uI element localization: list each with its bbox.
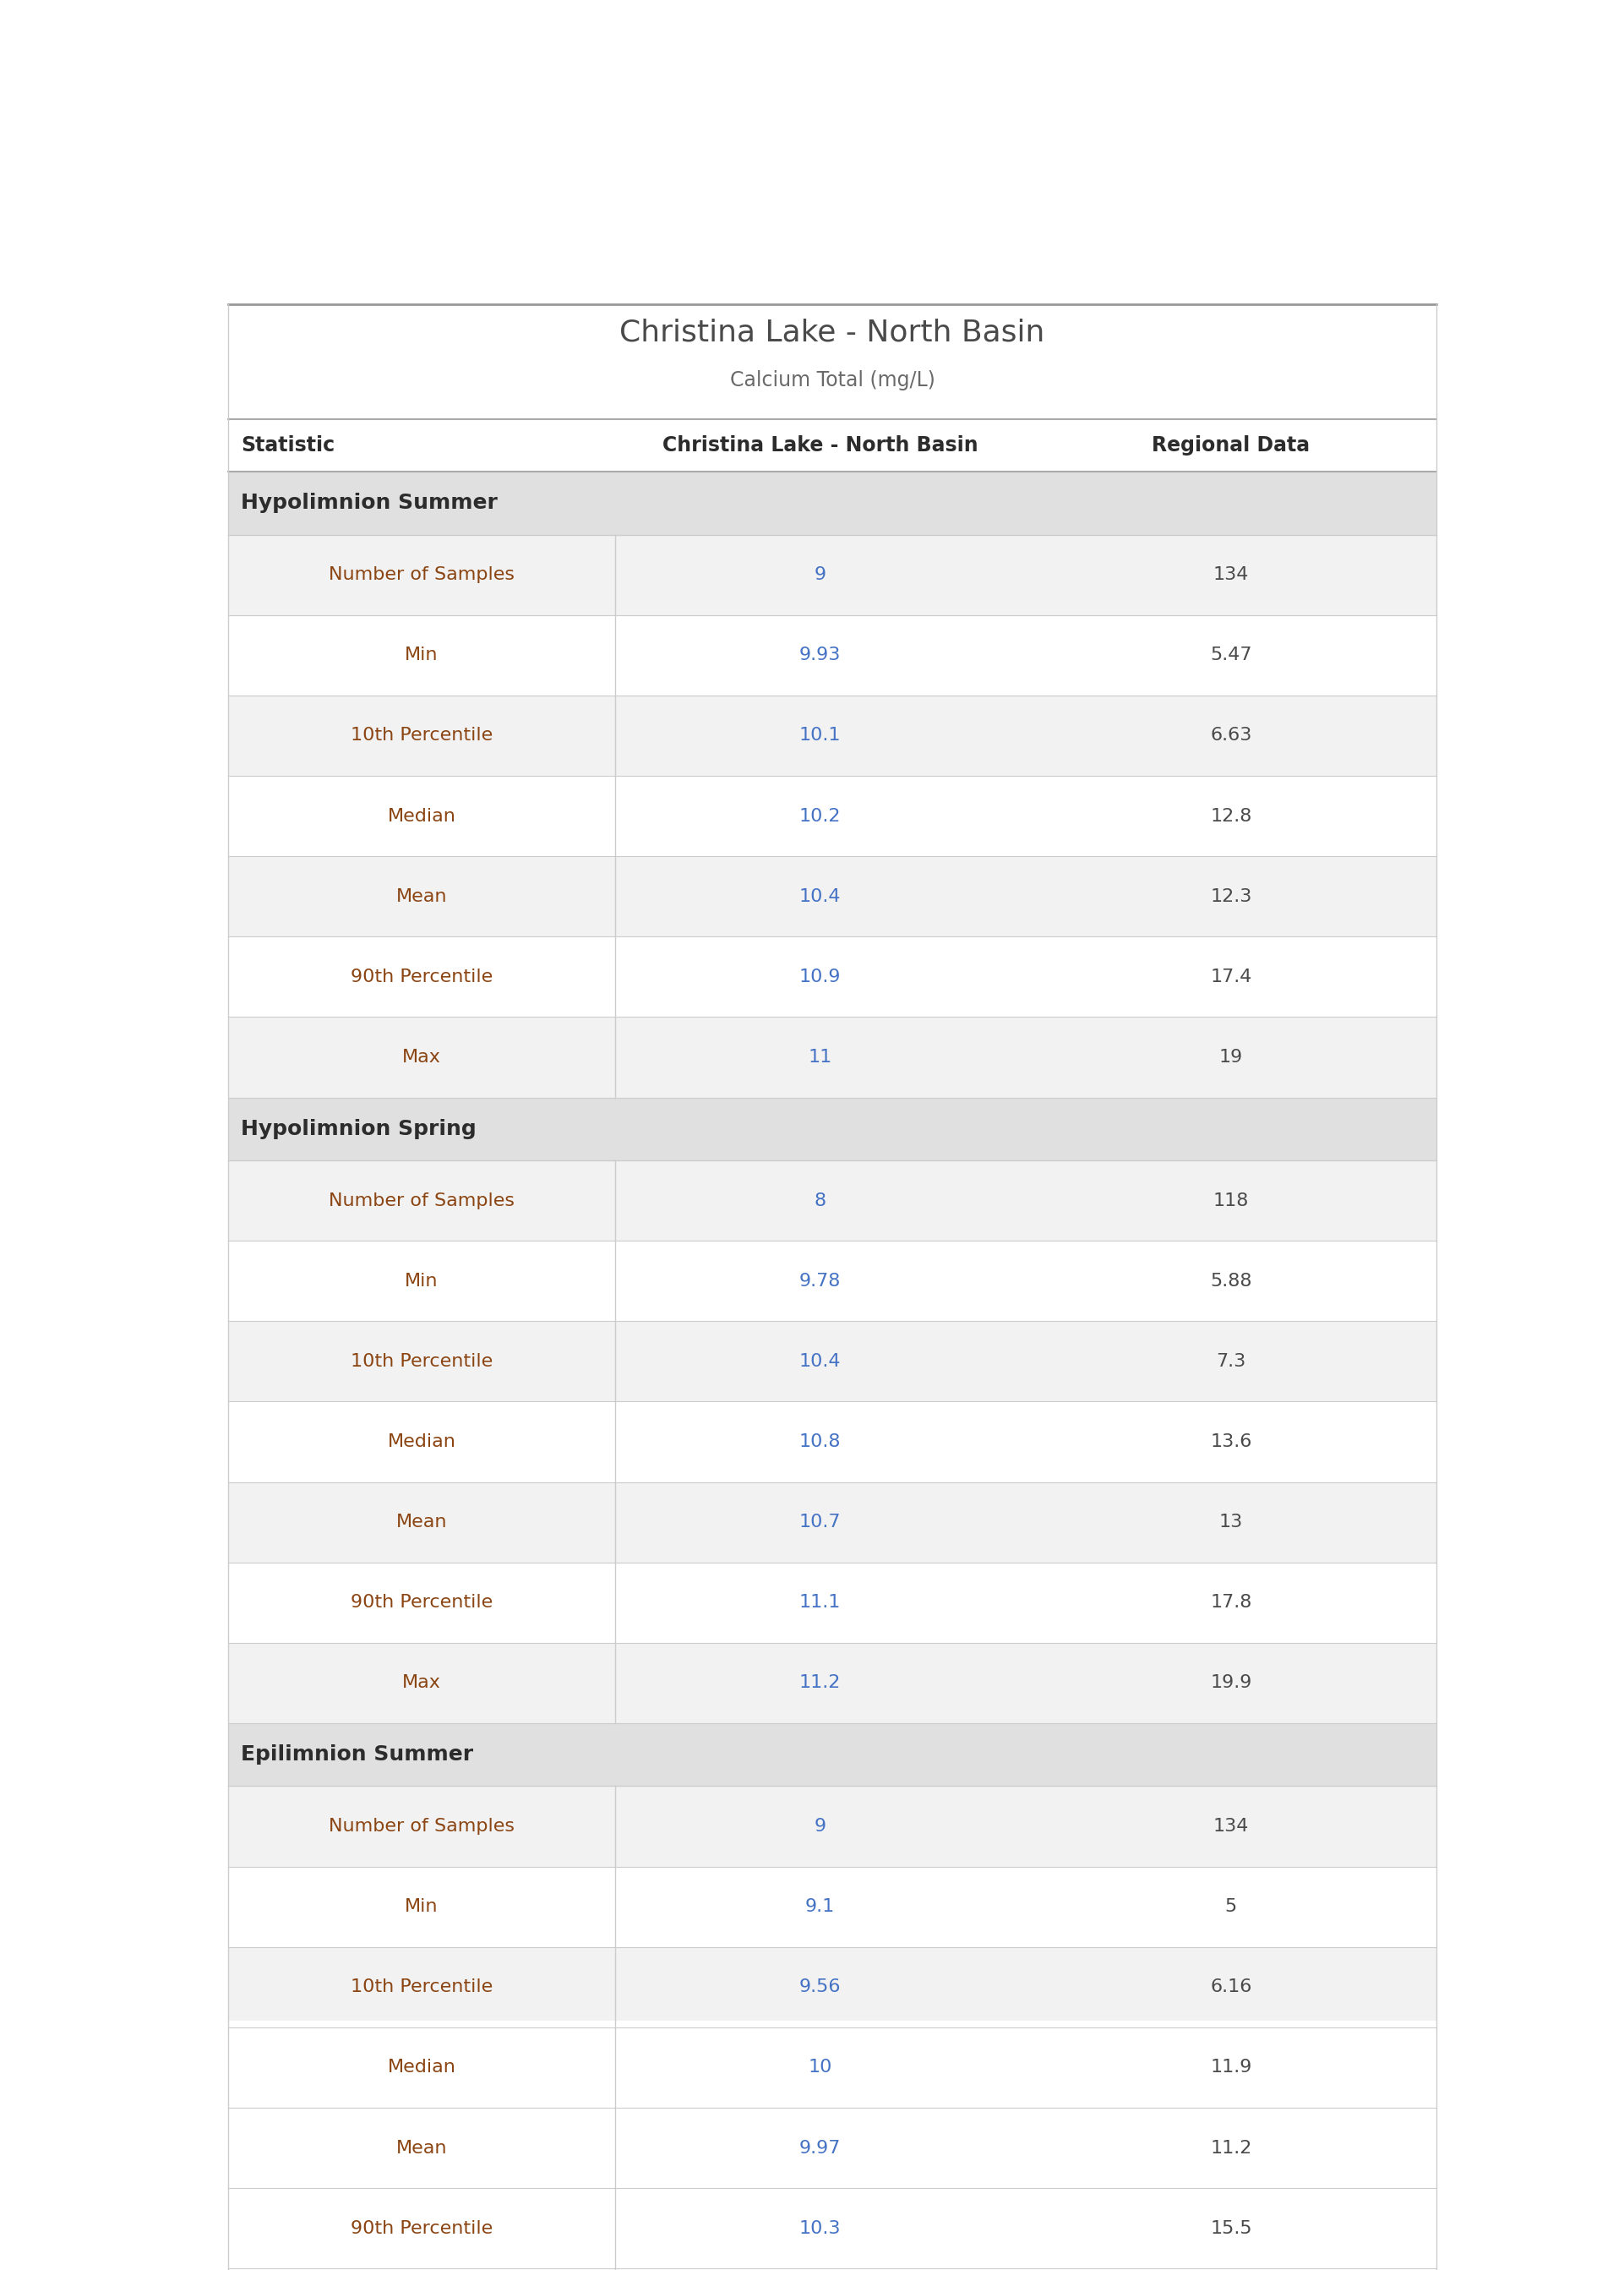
Text: 12.3: 12.3 — [1210, 888, 1252, 906]
Bar — [227, 2188, 1436, 2268]
Text: Number of Samples: Number of Samples — [328, 565, 515, 583]
Bar — [227, 2109, 1436, 2188]
Text: Min: Min — [404, 647, 438, 663]
Text: 9.97: 9.97 — [799, 2138, 841, 2156]
Text: Hypolimnion Summer: Hypolimnion Summer — [240, 493, 497, 513]
Bar — [227, 856, 1436, 938]
Text: Max: Max — [403, 1049, 440, 1065]
Text: 10.4: 10.4 — [799, 1353, 841, 1369]
Text: 11.2: 11.2 — [1210, 2138, 1252, 2156]
Text: Median: Median — [388, 1432, 456, 1451]
Text: 90th Percentile: 90th Percentile — [351, 1594, 492, 1612]
Bar — [227, 1160, 1436, 1242]
Text: 118: 118 — [1213, 1192, 1249, 1210]
Text: 10.7: 10.7 — [799, 1514, 841, 1530]
Text: 9: 9 — [814, 565, 827, 583]
Bar — [227, 776, 1436, 856]
Text: 11.9: 11.9 — [1210, 2059, 1252, 2077]
Text: Min: Min — [404, 1273, 438, 1289]
Text: 11: 11 — [809, 1049, 831, 1065]
Text: Christina Lake - North Basin: Christina Lake - North Basin — [663, 436, 978, 456]
Bar — [227, 695, 1436, 776]
Text: 13.6: 13.6 — [1210, 1432, 1252, 1451]
Text: Min: Min — [404, 1898, 438, 1916]
Text: 10th Percentile: 10th Percentile — [351, 1353, 492, 1369]
Bar — [227, 938, 1436, 1017]
Text: 10th Percentile: 10th Percentile — [351, 726, 492, 745]
Text: Max: Max — [403, 1675, 440, 1691]
Text: 9.78: 9.78 — [799, 1273, 841, 1289]
Bar — [227, 1562, 1436, 1643]
Text: 5.47: 5.47 — [1210, 647, 1252, 663]
Text: Hypolimnion Spring: Hypolimnion Spring — [240, 1119, 476, 1140]
Text: Christina Lake - North Basin: Christina Lake - North Basin — [620, 318, 1044, 347]
Text: 6.16: 6.16 — [1210, 1979, 1252, 1995]
Bar — [227, 1948, 1436, 2027]
Text: 8: 8 — [814, 1192, 827, 1210]
Text: 134: 134 — [1213, 565, 1249, 583]
Text: 19: 19 — [1220, 1049, 1242, 1065]
Text: 5: 5 — [1224, 1898, 1237, 1916]
Text: 10.4: 10.4 — [799, 888, 841, 906]
Text: Number of Samples: Number of Samples — [328, 1192, 515, 1210]
Text: 11.2: 11.2 — [799, 1675, 841, 1691]
Text: 12.8: 12.8 — [1210, 808, 1252, 824]
Text: 10.9: 10.9 — [799, 969, 841, 985]
Text: Median: Median — [388, 2059, 456, 2077]
Bar — [227, 1723, 1436, 1786]
Text: 10.2: 10.2 — [799, 808, 841, 824]
Bar — [227, 472, 1436, 536]
Bar — [227, 1786, 1436, 1866]
Text: 5.88: 5.88 — [1210, 1273, 1252, 1289]
Text: 6.63: 6.63 — [1210, 726, 1252, 745]
Text: 19.9: 19.9 — [1210, 1675, 1252, 1691]
Bar — [227, 1482, 1436, 1562]
Bar — [227, 536, 1436, 615]
Text: Statistic: Statistic — [240, 436, 335, 456]
Text: 9: 9 — [814, 1818, 827, 1834]
Text: Mean: Mean — [396, 888, 447, 906]
Bar — [227, 1242, 1436, 1321]
Text: Median: Median — [388, 808, 456, 824]
Bar — [227, 1643, 1436, 1723]
Bar — [227, 1017, 1436, 1096]
Text: 13: 13 — [1220, 1514, 1242, 1530]
Bar — [227, 1321, 1436, 1401]
Text: 9.93: 9.93 — [799, 647, 841, 663]
Text: 90th Percentile: 90th Percentile — [351, 2220, 492, 2236]
Bar — [227, 2027, 1436, 2109]
Bar — [227, 1096, 1436, 1160]
Text: 15.5: 15.5 — [1210, 2220, 1252, 2236]
Text: 10: 10 — [809, 2059, 831, 2077]
Text: 10.3: 10.3 — [799, 2220, 841, 2236]
Text: Mean: Mean — [396, 1514, 447, 1530]
Text: 10.8: 10.8 — [799, 1432, 841, 1451]
Text: Epilimnion Summer: Epilimnion Summer — [240, 1743, 473, 1764]
Text: 134: 134 — [1213, 1818, 1249, 1834]
Text: 7.3: 7.3 — [1216, 1353, 1246, 1369]
Text: 17.4: 17.4 — [1210, 969, 1252, 985]
Text: 10th Percentile: 10th Percentile — [351, 1979, 492, 1995]
Text: 9.1: 9.1 — [806, 1898, 835, 1916]
Text: Number of Samples: Number of Samples — [328, 1818, 515, 1834]
Text: 9.56: 9.56 — [799, 1979, 841, 1995]
Text: 11.1: 11.1 — [799, 1594, 841, 1612]
Bar — [227, 615, 1436, 695]
Text: 90th Percentile: 90th Percentile — [351, 969, 492, 985]
Bar — [227, 1866, 1436, 1948]
Bar — [227, 1401, 1436, 1482]
Text: Calcium Total (mg/L): Calcium Total (mg/L) — [729, 370, 935, 390]
Text: 10.1: 10.1 — [799, 726, 841, 745]
Text: Mean: Mean — [396, 2138, 447, 2156]
Text: Regional Data: Regional Data — [1151, 436, 1311, 456]
Text: 17.8: 17.8 — [1210, 1594, 1252, 1612]
